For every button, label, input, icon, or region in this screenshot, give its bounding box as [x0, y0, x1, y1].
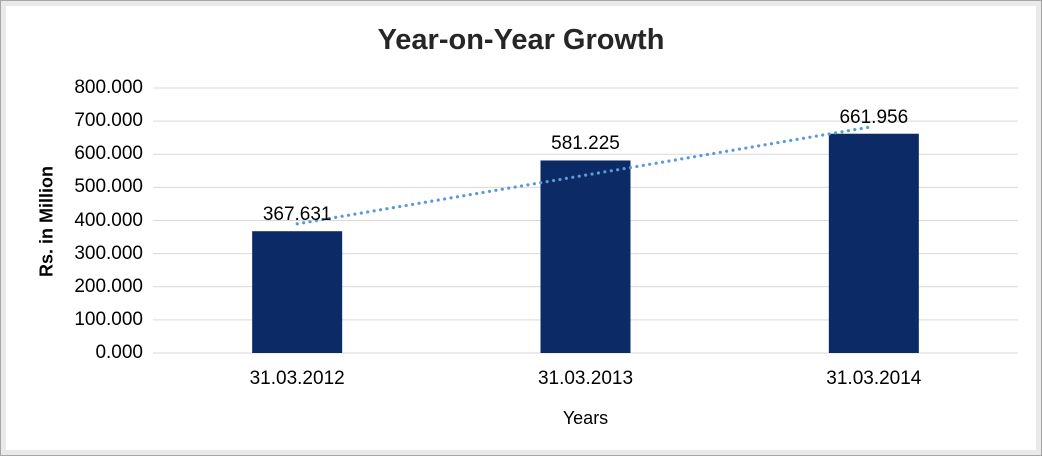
y-tick-label: 0.000 [95, 342, 143, 363]
y-tick-label: 400.000 [74, 209, 143, 231]
data-label: 581.225 [551, 133, 620, 155]
y-tick-label: 800.000 [74, 77, 143, 98]
y-axis-title: Rs. in Million [36, 166, 57, 277]
data-label: 367.631 [262, 204, 332, 226]
trendline [295, 124, 876, 226]
y-tick-label: 200.000 [74, 275, 143, 297]
y-tick-label: 700.000 [74, 110, 143, 132]
bar-31.03.2012 [252, 231, 343, 353]
chart-title: Year-on-Year Growth [377, 24, 665, 56]
x-axis-title: Years [562, 408, 609, 428]
data-label: 661.956 [839, 106, 909, 128]
x-category-label: 31.03.2013 [537, 368, 634, 389]
y-tick-label: 500.000 [74, 176, 143, 198]
y-tick-label: 300.000 [74, 242, 143, 264]
y-tick-label: 100.000 [74, 308, 143, 330]
bar-31.03.2014 [828, 133, 919, 353]
x-category-label: 31.03.2014 [826, 368, 922, 389]
x-category-label: 31.03.2012 [249, 368, 345, 389]
bar-31.03.2013 [540, 160, 631, 353]
y-tick-label: 600.000 [74, 143, 143, 165]
